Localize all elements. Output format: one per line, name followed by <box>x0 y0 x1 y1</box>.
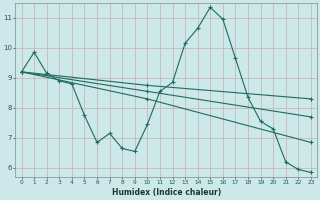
X-axis label: Humidex (Indice chaleur): Humidex (Indice chaleur) <box>112 188 221 197</box>
